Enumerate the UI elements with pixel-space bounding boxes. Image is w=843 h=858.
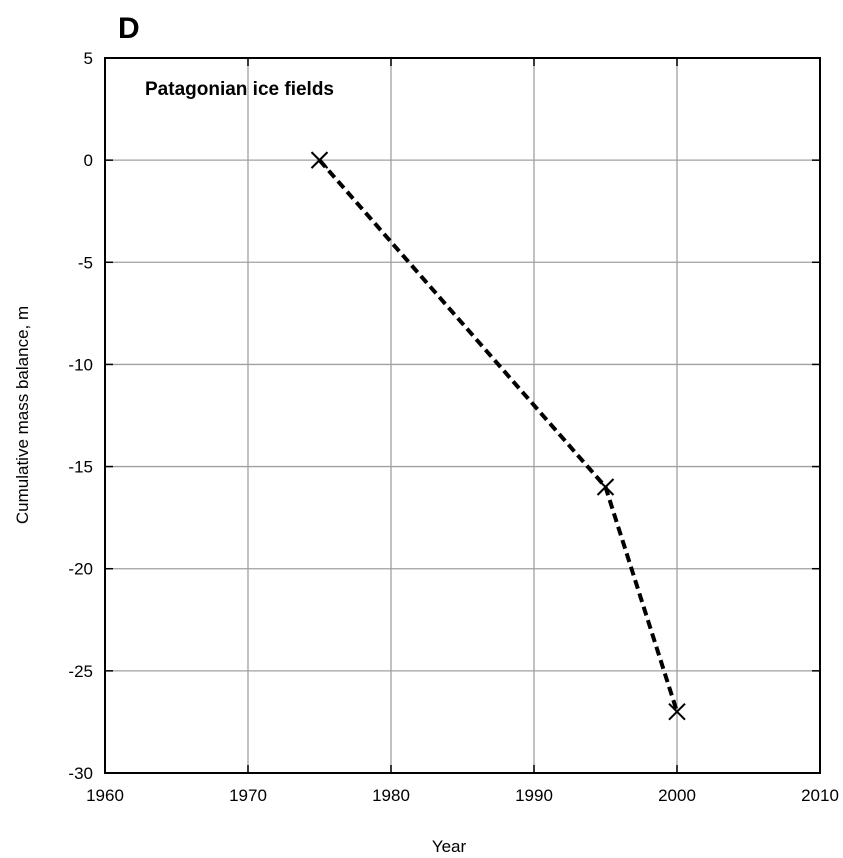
y-tick-label: 5 — [84, 49, 93, 68]
x-tick-label: 2010 — [801, 786, 839, 805]
y-tick-label: -30 — [68, 764, 93, 783]
marker-stroke — [596, 478, 615, 496]
grid — [105, 58, 820, 773]
y-tick-label: 0 — [84, 151, 93, 170]
x-tick-label: 1980 — [372, 786, 410, 805]
data-point-marker — [310, 151, 329, 169]
x-tick-label: 1970 — [229, 786, 267, 805]
y-tick-label: -25 — [68, 662, 93, 681]
plot-frame — [104, 57, 821, 774]
y-axis-label: Cumulative mass balance, m — [13, 306, 32, 524]
x-axis-label: Year — [432, 837, 467, 856]
series-group — [310, 151, 686, 721]
panel-label: D — [118, 12, 140, 45]
marker-stroke — [668, 703, 686, 721]
x-tick-label: 1960 — [86, 786, 124, 805]
axis-ticks — [104, 57, 821, 774]
x-tick-labels: 1960 1970 1980 1990 2000 2010 — [86, 786, 839, 805]
series-line — [317, 158, 679, 713]
x-tick-label: 2000 — [658, 786, 696, 805]
y-tick-label: -15 — [68, 458, 93, 477]
y-tick-label: -10 — [68, 355, 93, 374]
marker-stroke — [310, 151, 329, 169]
data-point-marker — [596, 478, 615, 496]
chart-annotation: Patagonian ice fields — [145, 79, 334, 100]
y-tick-label: -20 — [68, 560, 93, 579]
x-tick-label: 1990 — [515, 786, 553, 805]
data-point-marker — [668, 703, 686, 721]
y-tick-label: -5 — [78, 253, 93, 272]
y-tick-labels: 5 0 -5 -10 -15 -20 -25 -30 — [68, 49, 93, 783]
